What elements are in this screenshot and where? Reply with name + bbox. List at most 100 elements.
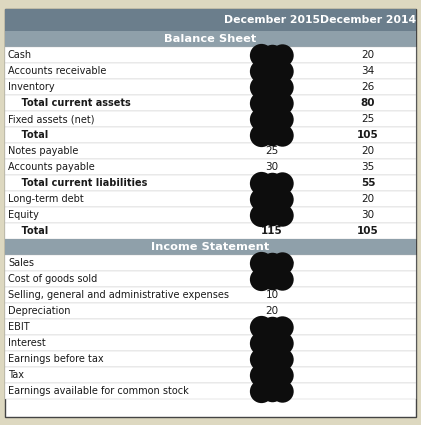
Text: 20: 20 xyxy=(362,146,375,156)
Point xyxy=(273,277,280,283)
Point xyxy=(271,213,277,220)
Text: 26: 26 xyxy=(361,82,375,92)
Point xyxy=(274,51,280,57)
Polygon shape xyxy=(260,47,262,51)
Point xyxy=(277,81,283,88)
Point xyxy=(278,83,285,90)
Point xyxy=(266,388,272,395)
Point xyxy=(266,68,273,75)
Point xyxy=(276,354,283,361)
FancyBboxPatch shape xyxy=(5,271,416,287)
Point xyxy=(260,388,266,395)
Text: Fixed assets (net): Fixed assets (net) xyxy=(8,114,94,124)
Point xyxy=(258,193,264,200)
Point xyxy=(270,371,277,378)
Point xyxy=(270,323,277,330)
Point xyxy=(269,387,275,394)
Point xyxy=(280,115,286,122)
Point xyxy=(283,326,290,332)
Point xyxy=(254,115,261,122)
Text: 115: 115 xyxy=(261,226,283,236)
Point xyxy=(270,211,277,218)
Point xyxy=(272,261,279,268)
Text: Tax: Tax xyxy=(8,370,24,380)
FancyBboxPatch shape xyxy=(5,383,416,399)
Point xyxy=(266,212,272,219)
Point xyxy=(258,211,264,218)
Point xyxy=(279,135,285,142)
Point xyxy=(265,132,272,139)
Point xyxy=(278,374,285,381)
Point xyxy=(278,338,285,345)
Point xyxy=(274,388,281,395)
Point xyxy=(266,116,273,123)
Point xyxy=(253,130,260,137)
Point xyxy=(256,353,263,360)
Polygon shape xyxy=(260,383,262,387)
Point xyxy=(269,355,275,362)
FancyBboxPatch shape xyxy=(5,79,416,95)
Point xyxy=(269,115,275,122)
Point xyxy=(277,277,283,283)
Point xyxy=(271,360,278,366)
Point xyxy=(258,356,264,363)
Point xyxy=(279,52,285,59)
Point xyxy=(285,98,292,105)
Point xyxy=(269,321,275,328)
Point xyxy=(258,99,264,106)
Point xyxy=(279,323,285,330)
Point xyxy=(265,320,272,326)
Point xyxy=(274,179,281,186)
Point xyxy=(275,132,282,139)
Point xyxy=(278,97,285,104)
Text: 20: 20 xyxy=(362,194,375,204)
Text: 25: 25 xyxy=(361,114,375,124)
Point xyxy=(266,277,273,283)
Polygon shape xyxy=(285,102,290,104)
Point xyxy=(271,82,277,88)
Point xyxy=(258,387,264,394)
Point xyxy=(257,194,264,201)
Point xyxy=(269,97,276,104)
Point xyxy=(258,372,264,379)
Point xyxy=(258,116,264,122)
Point xyxy=(284,260,290,267)
Point xyxy=(281,277,288,284)
Point xyxy=(284,67,290,74)
Text: Inventory: Inventory xyxy=(8,82,55,92)
Point xyxy=(269,374,276,381)
Point xyxy=(264,258,271,265)
Point xyxy=(267,278,274,285)
Point xyxy=(274,114,280,121)
Point xyxy=(257,390,264,397)
Point xyxy=(272,195,279,201)
Point xyxy=(277,323,283,329)
Point xyxy=(262,355,269,362)
Point xyxy=(264,48,271,55)
Point xyxy=(269,195,275,202)
Point xyxy=(270,101,277,108)
Point xyxy=(253,49,260,56)
Point xyxy=(258,102,265,109)
Polygon shape xyxy=(285,278,290,280)
Polygon shape xyxy=(260,95,262,99)
Point xyxy=(258,96,264,103)
Point xyxy=(261,386,268,393)
Point xyxy=(255,196,262,202)
Point xyxy=(258,116,264,122)
Point xyxy=(272,98,278,105)
Point xyxy=(263,196,270,203)
Point xyxy=(261,371,267,378)
Text: 25: 25 xyxy=(265,146,279,156)
Point xyxy=(256,115,263,122)
Point xyxy=(275,386,282,393)
Point xyxy=(279,340,285,347)
Point xyxy=(275,355,282,362)
Point xyxy=(279,212,285,218)
Point xyxy=(259,130,266,136)
Text: Accounts payable: Accounts payable xyxy=(8,162,95,172)
Point xyxy=(279,115,285,122)
Point xyxy=(259,278,266,285)
Point xyxy=(258,68,264,74)
Point xyxy=(261,68,267,75)
